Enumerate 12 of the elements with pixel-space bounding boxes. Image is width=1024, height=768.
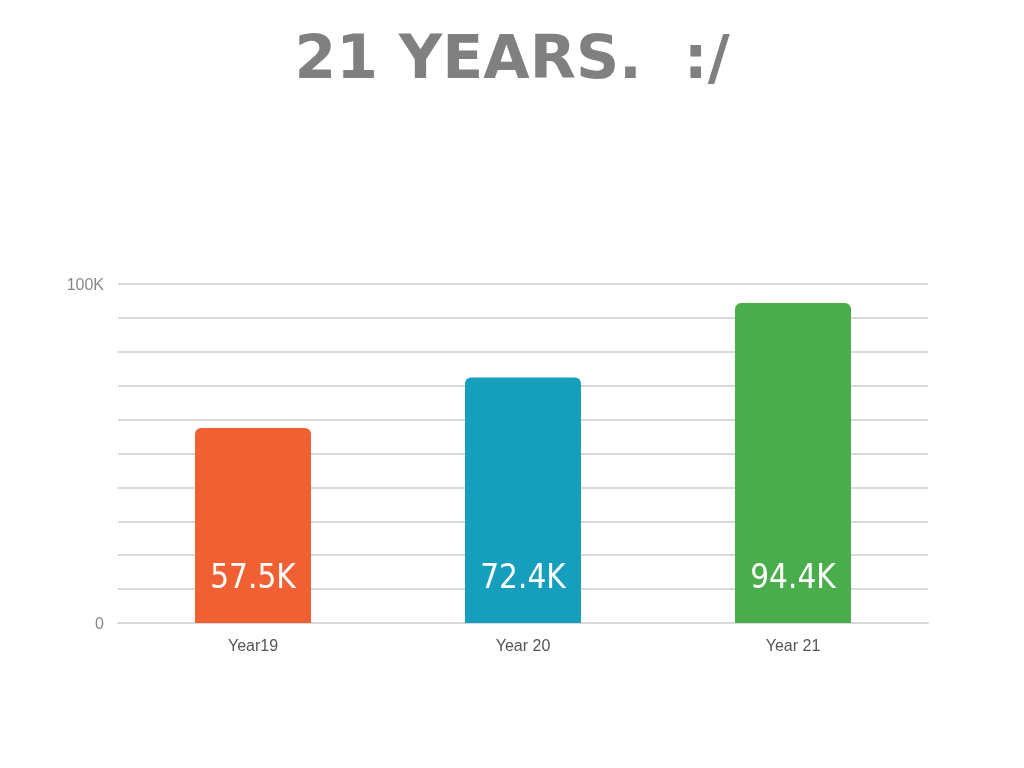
bar bbox=[735, 302, 851, 623]
chart-title: 21 YEARS. :/ bbox=[294, 22, 730, 92]
x-tick-label: Year 21 bbox=[765, 636, 821, 654]
x-tick-label: Year19 bbox=[227, 636, 279, 654]
data-label: 57.5K bbox=[210, 557, 298, 596]
bar bbox=[195, 428, 311, 623]
x-tick-label: Year 20 bbox=[495, 636, 551, 654]
data-label: 94.4K bbox=[750, 557, 838, 596]
y-tick-label: 100K bbox=[66, 275, 105, 293]
bar bbox=[465, 377, 581, 623]
data-label: 72.4K bbox=[480, 557, 568, 596]
y-tick-label: 0 bbox=[95, 614, 105, 632]
